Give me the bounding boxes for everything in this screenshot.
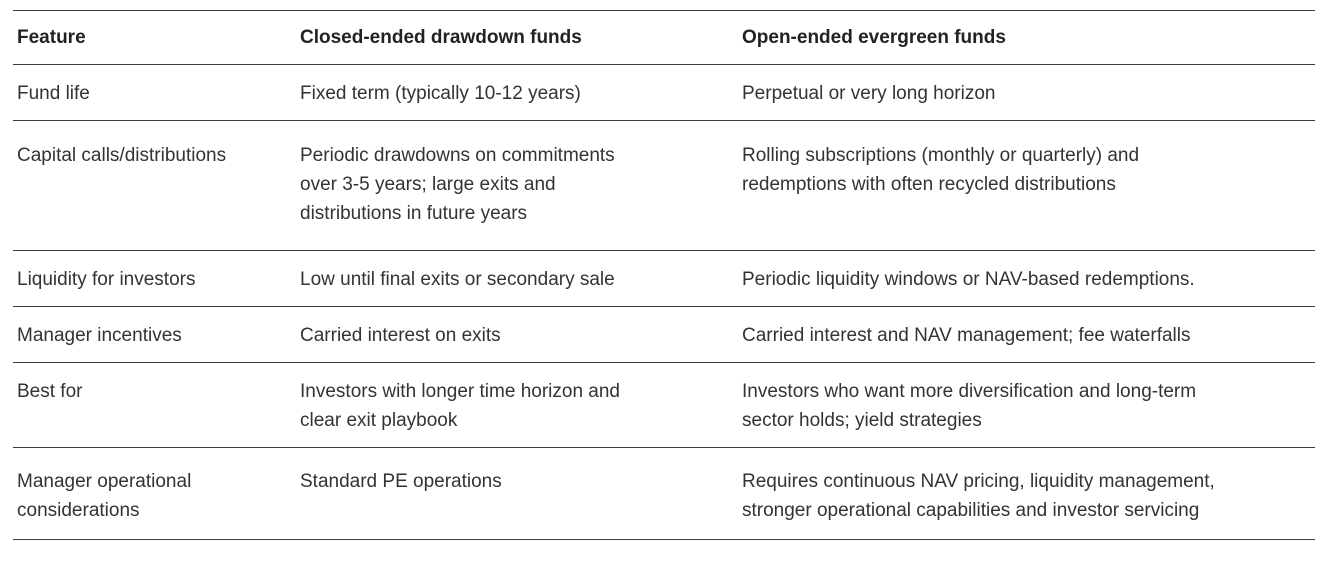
cell-open-ended: Requires continuous NAV pricing, liquidi… [742, 447, 1315, 540]
column-header-closed-ended-funds: Closed-ended drawdown funds [300, 10, 742, 65]
cell-feature: Capital calls/distributions [13, 120, 300, 251]
table-row-manager-incentives: Manager incentives Carried interest on e… [13, 306, 1315, 363]
table-row-fund-life: Fund life Fixed term (typically 10-12 ye… [13, 64, 1315, 121]
comparison-table: Feature Closed-ended drawdown funds Open… [13, 10, 1315, 540]
cell-feature: Fund life [13, 64, 300, 121]
table-header-row: Feature Closed-ended drawdown funds Open… [13, 10, 1315, 65]
cell-closed-ended: Fixed term (typically 10-12 years) [300, 64, 742, 121]
table-row-manager-operational: Manager operational considerations Stand… [13, 447, 1315, 540]
table-row-capital-calls: Capital calls/distributions Periodic dra… [13, 120, 1315, 251]
cell-open-ended: Perpetual or very long horizon [742, 64, 1315, 121]
cell-closed-ended: Investors with longer time horizon and c… [300, 362, 742, 448]
cell-feature: Manager operational considerations [13, 447, 300, 540]
table-row-best-for: Best for Investors with longer time hori… [13, 362, 1315, 448]
cell-feature: Manager incentives [13, 306, 300, 363]
cell-open-ended: Investors who want more diversification … [742, 362, 1315, 448]
cell-closed-ended: Carried interest on exits [300, 306, 742, 363]
cell-closed-ended: Low until final exits or secondary sale [300, 250, 742, 307]
cell-open-ended: Carried interest and NAV management; fee… [742, 306, 1315, 363]
column-header-open-ended-funds: Open-ended evergreen funds [742, 10, 1315, 65]
cell-open-ended: Periodic liquidity windows or NAV-based … [742, 250, 1315, 307]
cell-feature: Liquidity for investors [13, 250, 300, 307]
column-header-feature: Feature [13, 10, 300, 65]
cell-open-ended: Rolling subscriptions (monthly or quarte… [742, 120, 1315, 251]
cell-closed-ended: Periodic drawdowns on commitments over 3… [300, 120, 742, 251]
fund-comparison-section: Feature Closed-ended drawdown funds Open… [13, 10, 1315, 540]
cell-closed-ended: Standard PE operations [300, 447, 742, 540]
cell-feature: Best for [13, 362, 300, 448]
table-row-liquidity: Liquidity for investors Low until final … [13, 250, 1315, 307]
